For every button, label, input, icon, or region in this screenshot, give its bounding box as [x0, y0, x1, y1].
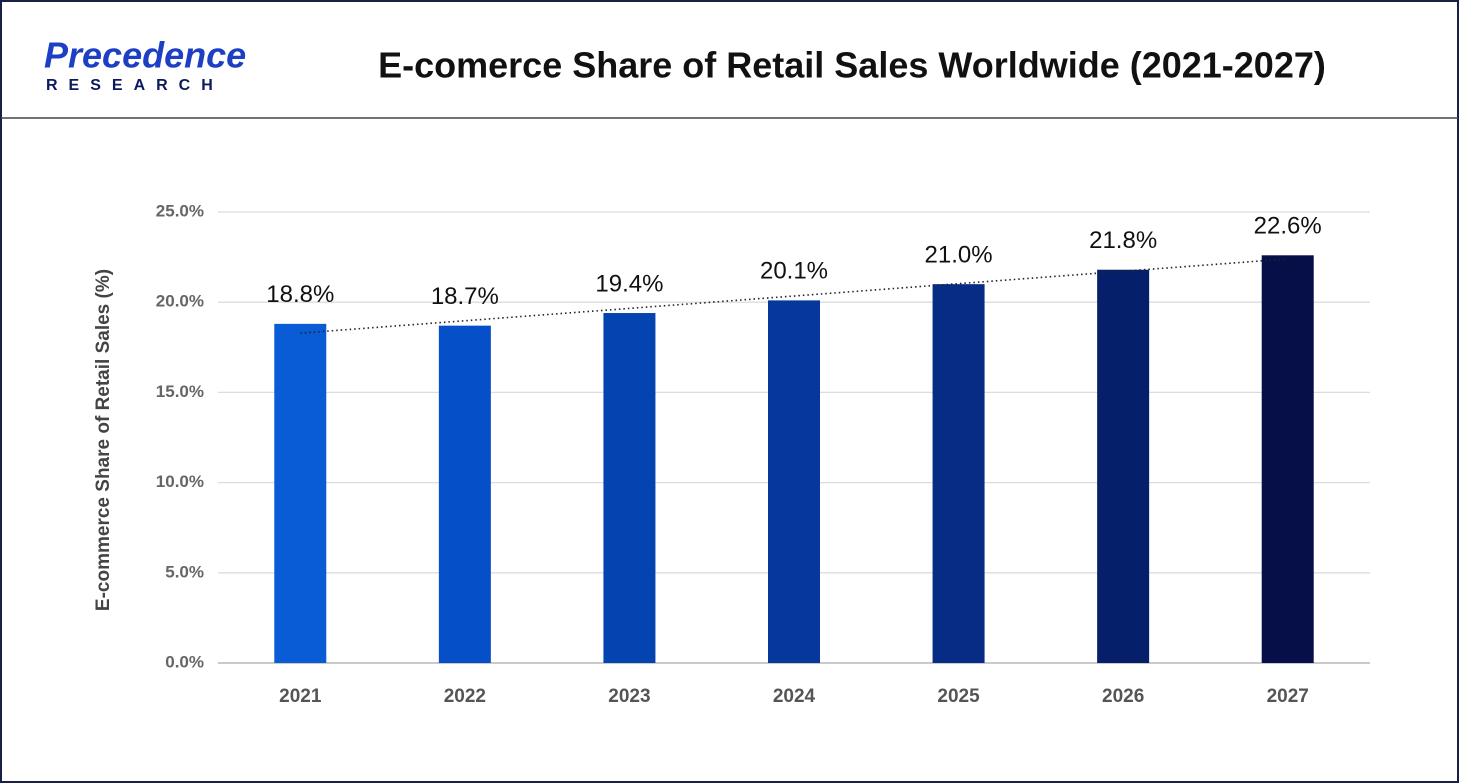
- y-tick-label: 20.0%: [156, 292, 204, 311]
- x-tick-label: 2023: [608, 686, 650, 707]
- x-tick-label: 2025: [937, 686, 980, 707]
- x-tick-label: 2024: [773, 686, 816, 707]
- bar: [768, 300, 820, 663]
- trend-line: [300, 258, 1288, 334]
- value-label: 22.6%: [1254, 213, 1322, 240]
- y-tick-label: 0.0%: [165, 652, 204, 671]
- bar: [1261, 255, 1314, 663]
- value-label: 18.7%: [431, 283, 499, 310]
- y-tick-label: 10.0%: [156, 472, 204, 491]
- y-tick-label: 25.0%: [156, 201, 204, 220]
- bar: [1097, 269, 1150, 663]
- value-label: 20.1%: [760, 258, 828, 285]
- value-label: 19.4%: [595, 270, 663, 297]
- bar: [274, 323, 327, 663]
- y-axis-title: E-commerce Share of Retail Sales (%): [93, 269, 114, 611]
- value-label: 21.8%: [1089, 227, 1157, 254]
- bar: [438, 325, 491, 663]
- logo-name: Precedence: [44, 35, 246, 76]
- x-tick-label: 2022: [444, 686, 486, 707]
- bar: [932, 284, 985, 663]
- bar: [603, 313, 656, 663]
- x-tick-label: 2026: [1102, 686, 1144, 707]
- x-tick-label: 2027: [1267, 686, 1309, 707]
- y-tick-label: 5.0%: [165, 562, 204, 581]
- y-tick-label: 15.0%: [156, 382, 204, 401]
- chart-title: E-comerce Share of Retail Sales Worldwid…: [378, 45, 1326, 86]
- value-label: 21.0%: [925, 242, 993, 269]
- logo-tagline: RESEARCH: [46, 77, 224, 94]
- x-tick-label: 2021: [279, 686, 322, 707]
- value-label: 18.8%: [266, 281, 334, 308]
